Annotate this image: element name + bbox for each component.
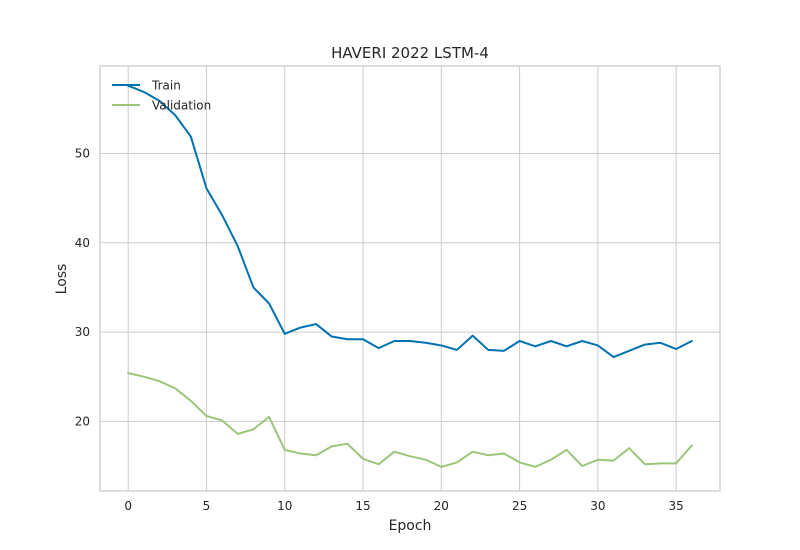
y-tick-label: 30 <box>75 325 90 339</box>
tick-labels: 0 5 10 15 20 25 30 35 20 30 40 50 <box>75 147 684 514</box>
series-line-validation <box>127 372 693 468</box>
grid <box>100 66 720 491</box>
x-tick-label: 5 <box>203 499 211 513</box>
x-tick-label: 0 <box>124 499 132 513</box>
x-tick-label: 10 <box>277 499 292 513</box>
legend: Train Validation <box>112 79 211 113</box>
x-tick-label: 35 <box>669 499 684 513</box>
y-tick-label: 40 <box>75 236 90 250</box>
chart-title: HAVERI 2022 LSTM-4 <box>331 44 489 62</box>
x-tick-label: 30 <box>590 499 605 513</box>
plot-frame <box>99 65 721 492</box>
series-lines <box>127 84 693 468</box>
x-tick-label: 20 <box>434 499 449 513</box>
x-tick-label: 25 <box>512 499 527 513</box>
x-tick-label: 15 <box>355 499 370 513</box>
y-tick-label: 20 <box>75 414 90 428</box>
series-line-train <box>127 84 693 359</box>
x-axis-label: Epoch <box>389 518 432 534</box>
y-axis-label: Loss <box>54 264 70 295</box>
legend-label-validation: Validation <box>152 99 211 113</box>
legend-label-train: Train <box>151 79 181 93</box>
y-tick-label: 50 <box>75 147 90 161</box>
